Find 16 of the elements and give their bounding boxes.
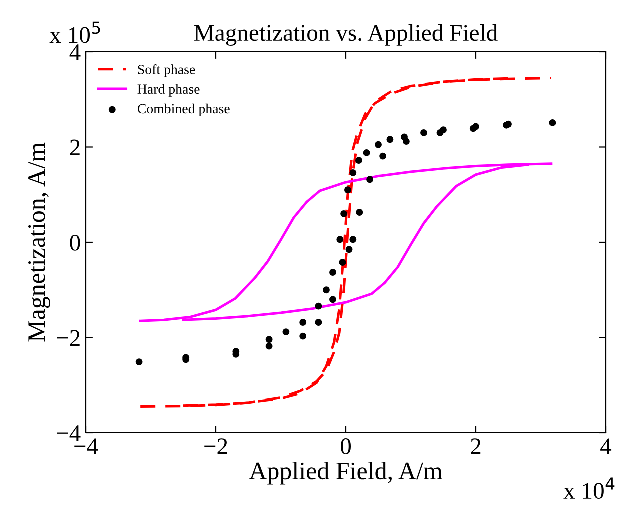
legend-label: Combined phase — [138, 104, 230, 116]
legend-label: Soft phase — [138, 64, 196, 78]
y-tick-label: 4 — [70, 44, 81, 60]
x-tick-label: 2 — [471, 438, 481, 454]
x-tick-label: 0 — [340, 438, 352, 454]
x-tick-label: −2 — [204, 438, 228, 454]
y-tick-label: 0 — [70, 234, 80, 251]
y-tick-label: −2 — [57, 330, 80, 346]
text: x 10$^{4}$ — [564, 478, 615, 500]
x-axis-title: Applied Field, A/m — [249, 462, 442, 485]
y-axis-title: Magnetization, A/m — [28, 142, 50, 342]
text: x 10$^{5}$ — [50, 22, 100, 44]
y-tick-label: 2 — [70, 140, 80, 156]
legend-label: Hard phase — [138, 84, 200, 97]
chart-title: Magnetization vs. Applied Field — [194, 24, 498, 46]
x-tick-label: 4 — [600, 438, 612, 454]
